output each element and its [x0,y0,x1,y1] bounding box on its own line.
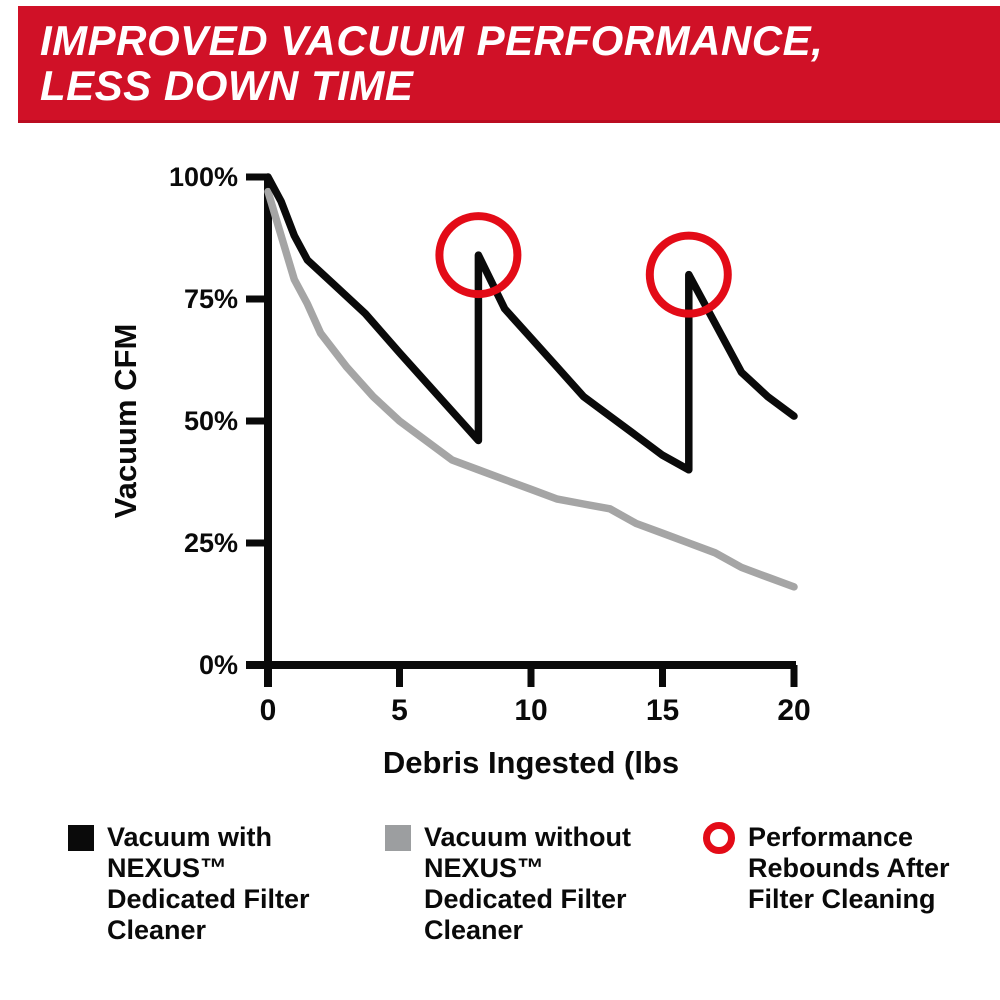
legend-line: Performance [748,822,914,852]
series-line [264,173,798,474]
red-circle-marker-icon [703,822,735,854]
x-tick-label: 0 [260,694,277,727]
y-tick-label: 50% [184,406,238,436]
y-axis-title: Vacuum CFM [108,324,143,519]
y-tick-label: 0% [199,650,238,680]
legend-line: Rebounds After [748,853,950,883]
rebound-circle-icon [645,231,732,318]
x-tick-label: 10 [514,694,547,727]
rebound-circle-icon [435,212,522,299]
header-banner: IMPROVED VACUUM PERFORMANCE, LESS DOWN T… [18,6,1000,123]
legend-item-with-nexus: Vacuum with NEXUS™ Dedicated Filter Clea… [68,822,310,946]
x-tick-label: 5 [391,694,408,727]
y-tick-label: 25% [184,528,238,558]
banner-title-line-1: IMPROVED VACUUM PERFORMANCE, [40,17,824,64]
legend-label-without-nexus: Vacuum without NEXUS™ Dedicated Filter C… [424,822,631,946]
legend-line: Vacuum with [107,822,273,852]
legend-line: Cleaner [107,915,207,945]
x-axis-title: Debris Ingested (lbs [383,745,679,780]
legend-label-rebound: Performance Rebounds After Filter Cleani… [748,822,950,915]
legend-item-rebound: Performance Rebounds After Filter Cleani… [703,822,950,915]
legend-line: Cleaner [424,915,524,945]
black-line-swatch-icon [68,825,94,851]
performance-chart: 0% 25% 50% 75% 100% 0 5 10 15 20 Debris Ingested (… [108,162,811,780]
gray-line-swatch-icon [385,825,411,851]
x-tick-label: 15 [646,694,679,727]
x-tick-label: 20 [777,694,810,727]
legend-label-with-nexus: Vacuum with NEXUS™ Dedicated Filter Clea… [107,822,310,946]
legend-line: NEXUS™ [424,853,545,883]
legend-item-without-nexus: Vacuum without NEXUS™ Dedicated Filter C… [385,822,631,946]
legend-line: NEXUS™ [107,853,228,883]
legend-line: Dedicated Filter [424,884,627,914]
series-line [264,187,798,591]
y-tick-label: 75% [184,284,238,314]
chart-legend: Vacuum with NEXUS™ Dedicated Filter Clea… [0,822,1000,982]
legend-line: Dedicated Filter [107,884,310,914]
y-tick-label: 100% [169,162,238,192]
legend-line: Filter Cleaning [748,884,936,914]
legend-line: Vacuum without [424,822,632,852]
banner-title-line-2: LESS DOWN TIME [40,62,414,109]
